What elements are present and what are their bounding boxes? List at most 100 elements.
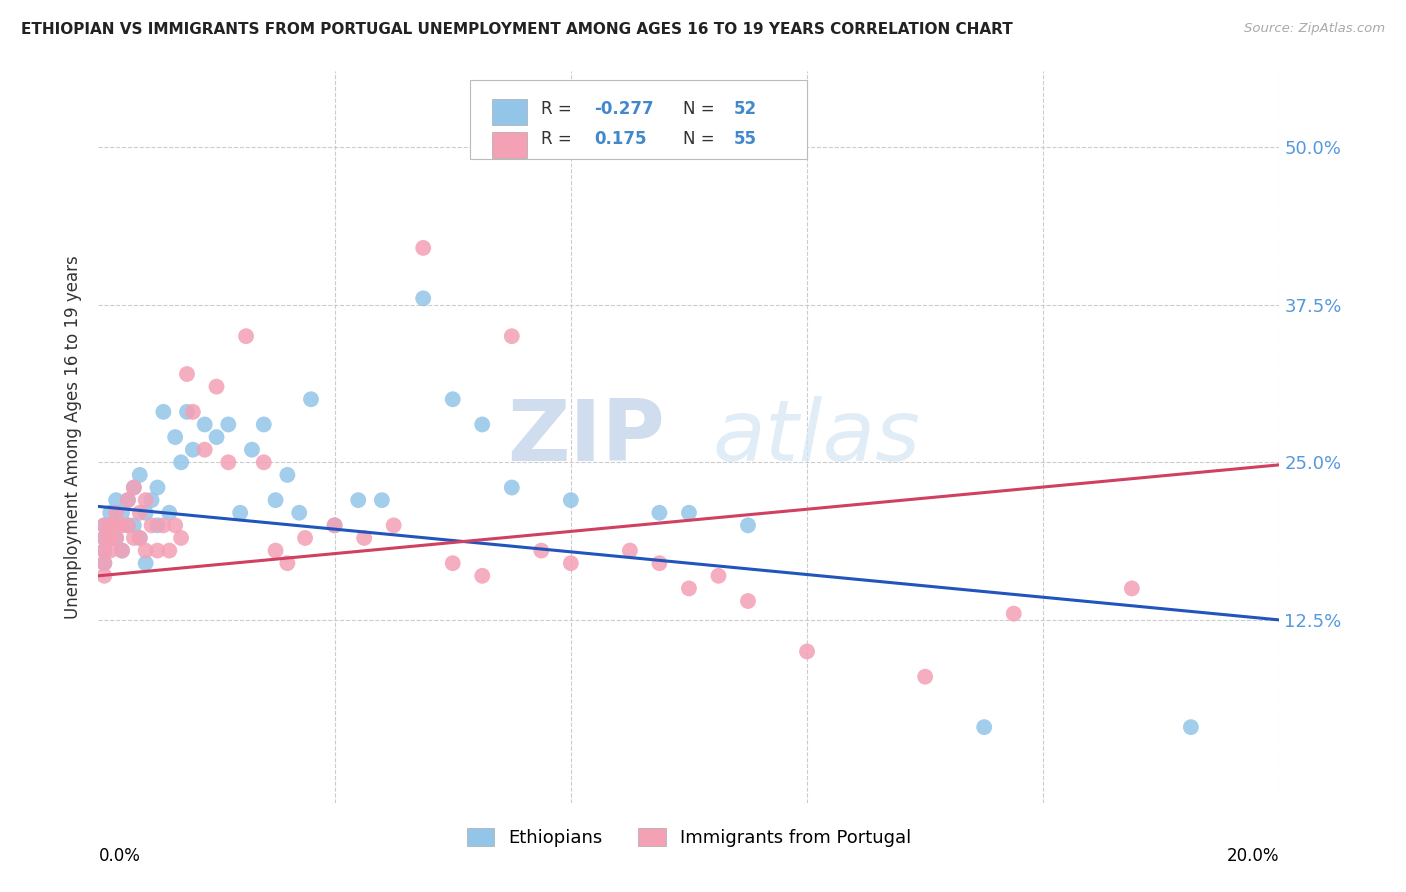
Point	[93, 543, 115, 558]
Point	[111, 543, 134, 558]
Point	[276, 467, 298, 482]
Text: -0.277: -0.277	[595, 101, 654, 119]
Point	[471, 417, 494, 432]
Y-axis label: Unemployment Among Ages 16 to 19 years: Unemployment Among Ages 16 to 19 years	[65, 255, 83, 619]
Point	[165, 430, 187, 444]
Point	[371, 493, 394, 508]
Point	[707, 569, 730, 583]
Point	[128, 506, 150, 520]
Point	[441, 556, 464, 570]
Point	[1180, 720, 1202, 734]
Point	[111, 518, 134, 533]
Point	[253, 417, 276, 432]
Point	[135, 506, 157, 520]
Point	[176, 367, 198, 381]
Point	[105, 493, 128, 508]
Text: 55: 55	[734, 130, 756, 148]
Text: 0.175: 0.175	[595, 130, 647, 148]
Point	[157, 506, 180, 520]
Point	[122, 518, 145, 533]
Point	[128, 531, 150, 545]
Point	[105, 506, 128, 520]
Point	[501, 329, 523, 343]
Point	[288, 506, 311, 520]
Point	[441, 392, 464, 407]
Point	[235, 329, 257, 343]
Point	[122, 531, 145, 545]
Point	[530, 543, 553, 558]
Point	[323, 518, 346, 533]
Point	[98, 518, 121, 533]
Point	[619, 543, 641, 558]
Point	[914, 670, 936, 684]
Point	[93, 556, 115, 570]
Point	[678, 506, 700, 520]
Point	[205, 379, 228, 393]
Point	[471, 569, 494, 583]
Point	[181, 405, 204, 419]
Point	[217, 417, 239, 432]
Text: R =: R =	[541, 101, 578, 119]
Text: 0.0%: 0.0%	[98, 847, 141, 864]
Point	[323, 518, 346, 533]
Point	[382, 518, 405, 533]
Point	[93, 518, 115, 533]
Point	[135, 493, 157, 508]
Point	[194, 417, 217, 432]
Point	[737, 594, 759, 608]
Point	[93, 543, 115, 558]
Point	[170, 455, 193, 469]
Point	[93, 518, 115, 533]
Text: R =: R =	[541, 130, 578, 148]
Point	[117, 518, 139, 533]
Point	[294, 531, 316, 545]
Point	[152, 405, 174, 419]
Bar	[492, 99, 527, 125]
Point	[98, 543, 121, 558]
Point	[98, 531, 121, 545]
Text: atlas: atlas	[713, 395, 921, 479]
Point	[678, 582, 700, 596]
Bar	[492, 132, 527, 158]
Point	[737, 518, 759, 533]
Point	[165, 518, 187, 533]
Point	[146, 481, 169, 495]
Text: ZIP: ZIP	[508, 395, 665, 479]
Point	[98, 506, 121, 520]
Point	[111, 506, 134, 520]
Point	[170, 531, 193, 545]
Point	[299, 392, 322, 407]
Point	[353, 531, 375, 545]
Point	[181, 442, 204, 457]
Point	[501, 481, 523, 495]
Point	[93, 531, 115, 545]
Point	[111, 543, 134, 558]
Point	[412, 291, 434, 305]
Point	[796, 644, 818, 658]
Point	[122, 481, 145, 495]
Point	[128, 467, 150, 482]
Point	[264, 543, 287, 558]
Point	[253, 455, 276, 469]
Text: ETHIOPIAN VS IMMIGRANTS FROM PORTUGAL UNEMPLOYMENT AMONG AGES 16 TO 19 YEARS COR: ETHIOPIAN VS IMMIGRANTS FROM PORTUGAL UN…	[21, 22, 1012, 37]
Point	[240, 442, 263, 457]
Point	[276, 556, 298, 570]
Point	[93, 569, 115, 583]
Point	[105, 531, 128, 545]
Point	[135, 556, 157, 570]
Point	[117, 493, 139, 508]
Point	[412, 241, 434, 255]
Point	[105, 518, 128, 533]
Text: 52: 52	[734, 101, 756, 119]
Point	[560, 493, 582, 508]
Point	[146, 543, 169, 558]
Point	[648, 556, 671, 570]
Text: N =: N =	[683, 130, 720, 148]
Point	[117, 493, 139, 508]
Text: N =: N =	[683, 101, 720, 119]
Point	[117, 518, 139, 533]
Point	[264, 493, 287, 508]
Point	[98, 531, 121, 545]
Point	[194, 442, 217, 457]
Text: 20.0%: 20.0%	[1227, 847, 1279, 864]
